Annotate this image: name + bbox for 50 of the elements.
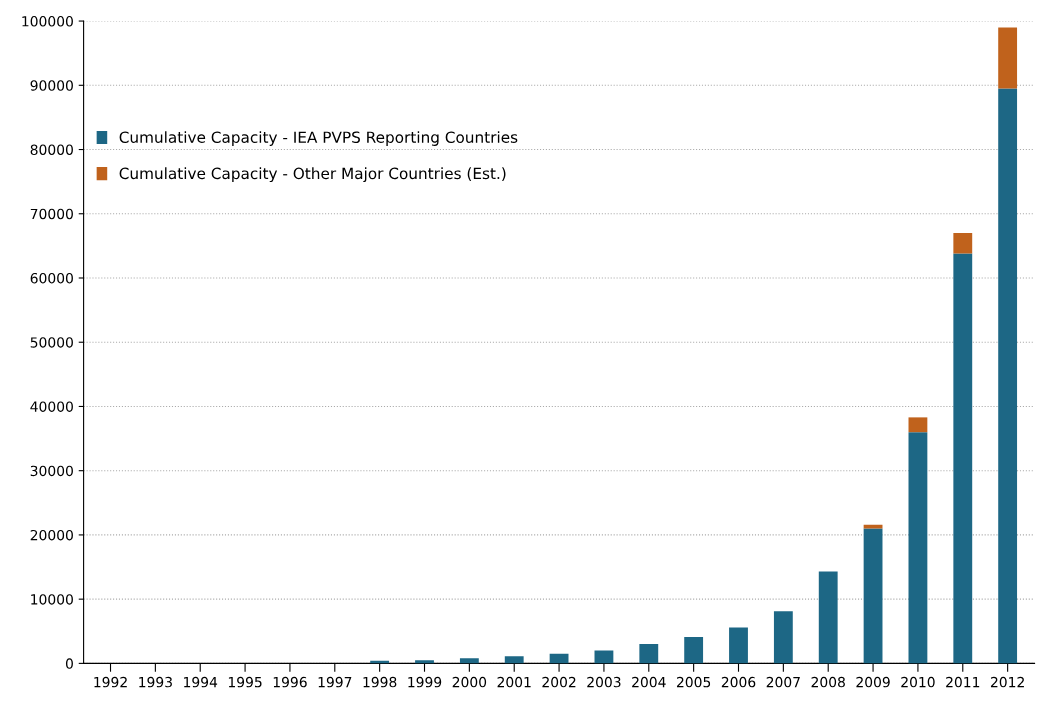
x-tick-label: 1995 [228, 676, 262, 688]
y-tick-label: 10000 [31, 594, 73, 605]
bar [863, 528, 883, 664]
x-tick-label: 2005 [676, 676, 711, 688]
x-tick-label: 1996 [273, 676, 307, 688]
x-tick-label: 2002 [542, 676, 576, 688]
bar [998, 27, 1018, 89]
x-tick-label: 1997 [318, 676, 352, 688]
x-tick-label: 2009 [856, 676, 890, 688]
x-tick-label: 1992 [94, 676, 127, 688]
y-tick-label: 40000 [30, 401, 73, 412]
y-tick-label: 30000 [30, 465, 73, 477]
legend-label: Cumulative Capacity - Other Major Countries (Est.) [119, 167, 506, 183]
x-tick-label: 2001 [497, 676, 531, 688]
x-tick-label: 1993 [139, 676, 172, 688]
bar [639, 644, 659, 664]
x-tick-label: 2010 [901, 676, 935, 688]
bar [504, 656, 524, 664]
bar [953, 233, 973, 254]
bar [415, 660, 434, 664]
bar [459, 658, 479, 664]
y-tick-label: 100000 [22, 16, 73, 27]
y-tick-label: 70000 [30, 208, 73, 220]
x-tick-label: 2003 [587, 676, 621, 688]
bar [729, 627, 748, 664]
x-tick-label: 1994 [184, 676, 218, 688]
y-tick-label: 0 [65, 658, 73, 669]
legend-label: Cumulative Capacity - IEA PVPS Reporting Countries [119, 131, 518, 146]
x-tick-label: 1999 [408, 676, 442, 688]
y-tick-label: 50000 [30, 337, 73, 348]
y-tick-label: 80000 [30, 144, 73, 155]
bar [863, 524, 883, 529]
x-tick-label: 2011 [946, 676, 980, 688]
bar [773, 611, 793, 664]
bar [684, 637, 704, 664]
y-tick-label: 90000 [30, 80, 73, 91]
x-tick-label: 2007 [766, 676, 800, 688]
x-tick-label: 2004 [632, 676, 666, 688]
x-tick-label: 2008 [811, 676, 845, 688]
bar [998, 88, 1018, 664]
y-tick-label: 60000 [30, 272, 73, 284]
x-tick-label: 2000 [452, 676, 487, 688]
bar [908, 432, 928, 664]
bar [908, 417, 928, 433]
y-tick-label: 20000 [30, 529, 73, 541]
x-tick-label: 1998 [363, 676, 397, 688]
bar [818, 571, 838, 664]
bar [953, 253, 973, 664]
x-tick-label: 2012 [990, 676, 1024, 688]
x-tick-label: 2006 [721, 676, 756, 688]
